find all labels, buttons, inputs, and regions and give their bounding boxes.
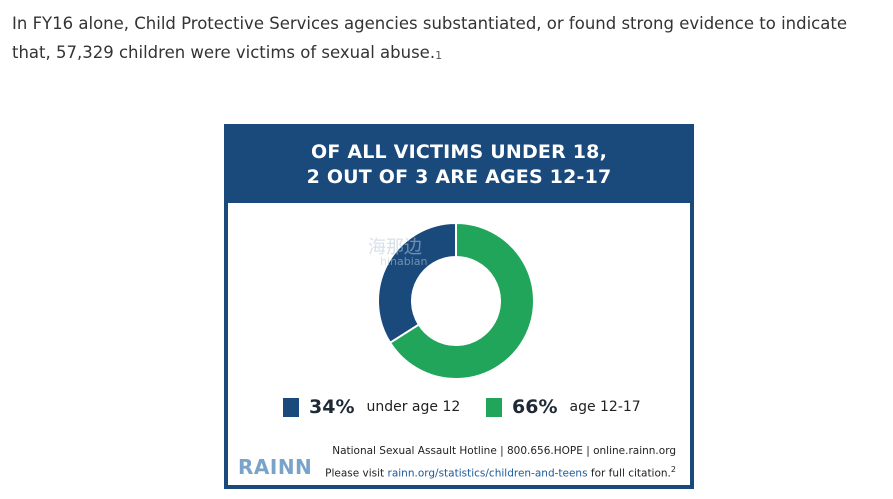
hotline-text: National Sexual Assault Hotline | 800.65… [332,445,676,457]
intro-text: In FY16 alone, Child Protective Services… [12,14,847,62]
intro-paragraph: In FY16 alone, Child Protective Services… [12,9,887,70]
donut-chart [377,221,535,380]
legend-label-12-17: age 12-17 [569,399,641,415]
citation-suffix: for full citation. [587,467,671,480]
citation-footnote: 2 [670,465,676,474]
watermark-en: hinabian [380,255,428,268]
infographic-header: OF ALL VICTIMS UNDER 18, 2 OUT OF 3 ARE … [224,124,694,202]
citation-link[interactable]: rainn.org/statistics/children-and-teens [387,467,588,480]
legend-item-under12: 34% under age 12 [283,393,460,421]
legend-label-under12: under age 12 [366,399,461,415]
donut-slice-12-17 [388,221,535,380]
donut-slice-under12 [377,221,457,345]
legend-value-12-17: 66% [512,396,558,418]
chart-legend: 34% under age 12 66% age 12-17 [283,393,683,421]
citation-prefix: Please visit [325,467,388,480]
legend-value-under12: 34% [309,396,355,418]
header-line-2: 2 OUT OF 3 ARE AGES 12-17 [306,166,612,188]
legend-item-12-17: 66% age 12-17 [486,393,641,421]
watermark-cn: 海那边 [368,237,422,258]
footnote-ref[interactable]: 1 [435,49,443,62]
legend-swatch-12-17 [486,397,502,417]
citation-text: Please visit rainn.org/statistics/childr… [325,465,676,480]
rainn-logo: RAINN [238,455,313,479]
legend-swatch-under12 [283,397,299,417]
infographic-body: 海那边 hinabian 34% under age 12 66% age 12… [228,203,690,485]
infographic-card: OF ALL VICTIMS UNDER 18, 2 OUT OF 3 ARE … [224,124,694,489]
header-line-1: OF ALL VICTIMS UNDER 18, [310,141,608,163]
